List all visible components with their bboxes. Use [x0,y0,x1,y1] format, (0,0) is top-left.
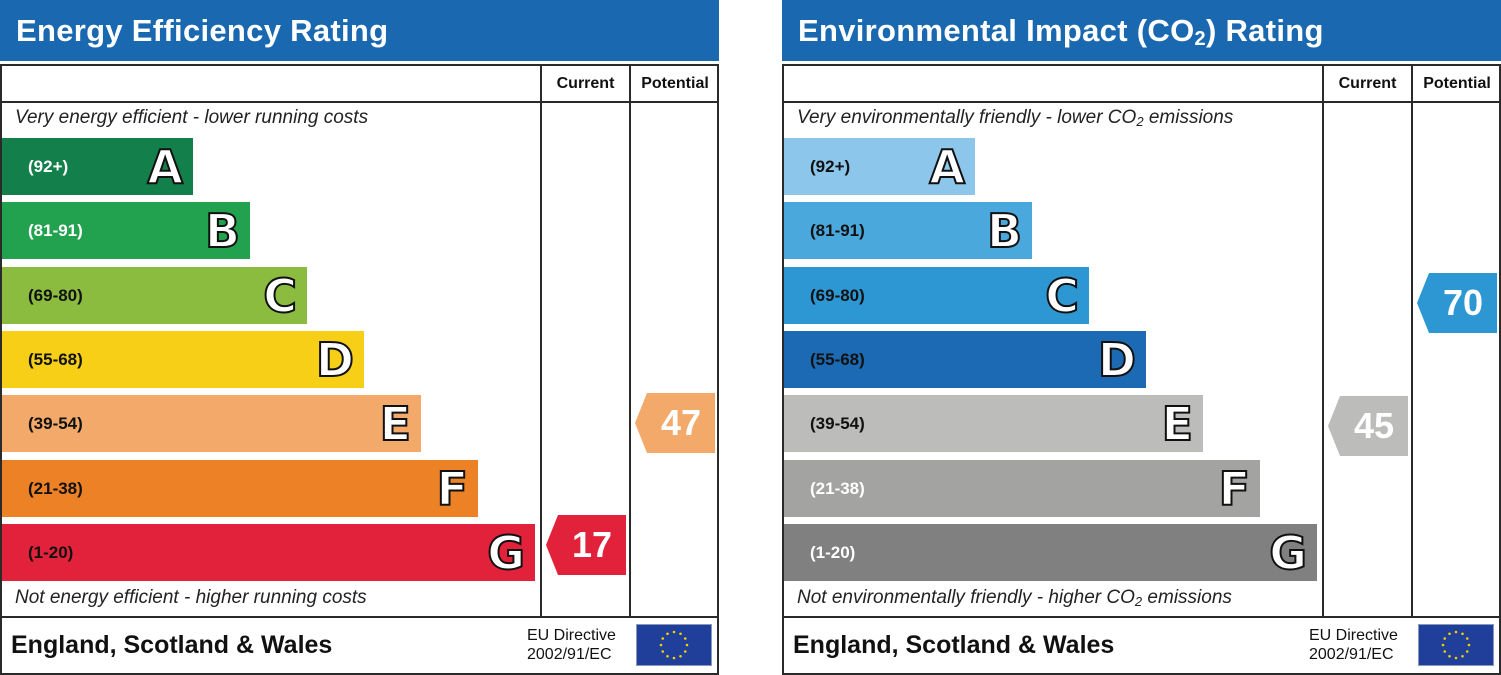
band-c: (69-80) C [2,266,307,324]
top-note: Very environmentally friendly - lower CO… [797,107,1234,129]
band-f: (21-38) F [2,459,478,517]
eu-directive: EU Directive 2002/91/EC [1309,627,1398,663]
band-letter: E [1161,397,1194,452]
band-range-label: (55-68) [810,349,865,369]
band-f: (21-38) F [784,459,1260,517]
band-d: (55-68) D [784,330,1146,388]
band-letter: C [1044,268,1080,323]
band-letter: D [315,332,355,387]
band-b: (81-91) B [2,202,250,260]
current-rating-value: 45 [1353,404,1395,446]
band-range-label: (92+) [810,157,851,176]
country-label: England, Scotland & Wales [793,631,1115,659]
potential-rating-indicator: 70 [1417,273,1497,334]
current-rating-value: 17 [571,524,613,566]
potential-column-header: Potential [641,75,709,92]
band-range-label: (55-68) [28,349,83,369]
potential-column-header: Potential [1423,75,1491,92]
band-e: (39-54) E [784,395,1203,453]
band-range-label: (21-38) [810,478,865,498]
potential-indicator-arrow [1417,273,1497,334]
panel-title: Energy Efficiency Rating [0,0,719,61]
country-label: England, Scotland & Wales [11,631,333,659]
band-range-label: (1-20) [810,542,856,562]
band-range-label: (39-54) [28,414,83,434]
eu-flag-icon [636,624,712,666]
band-letter: D [1097,332,1137,387]
current-rating-indicator: 45 [1328,395,1408,456]
bottom-note: Not environmentally friendly - higher CO… [797,587,1232,609]
band-g: (1-20) G [2,523,535,581]
potential-indicator-arrow [635,393,715,454]
band-range-label: (81-91) [810,221,865,241]
current-column-header: Current [556,75,615,92]
band-b: (81-91) B [784,202,1032,260]
band-letter: G [486,525,526,580]
band-letter: F [436,461,469,516]
band-range-label: (81-91) [28,221,83,241]
current-column-header: Current [1338,75,1397,92]
energy-efficiency-panel: Energy Efficiency Rating Current Potenti… [0,0,719,675]
potential-rating-indicator: 47 [635,393,715,454]
band-range-label: (21-38) [28,478,83,498]
band-e: (39-54) E [2,395,421,453]
band-range-label: (69-80) [28,285,83,305]
band-a: (92+) A [784,138,975,195]
potential-rating-value: 47 [660,402,702,444]
band-range-label: (69-80) [810,285,865,305]
band-g: (1-20) G [784,523,1317,581]
band-letter: A [146,140,184,194]
top-note: Very energy efficient - lower running co… [15,107,369,128]
band-range-label: (39-54) [810,414,865,434]
band-letter: E [379,397,412,452]
band-d: (55-68) D [2,330,364,388]
bottom-note: Not energy efficient - higher running co… [15,587,367,608]
band-range-label: (1-20) [28,542,74,562]
band-letter: G [1268,525,1308,580]
potential-rating-value: 70 [1442,282,1484,324]
band-letter: F [1218,461,1251,516]
band-letter: C [262,268,298,323]
band-letter: B [204,204,241,259]
current-indicator-arrow [546,515,626,576]
eu-flag-icon [1418,624,1494,666]
band-letter: A [928,140,966,194]
band-a: (92+) A [2,138,193,195]
environmental-impact-panel: Environmental Impact (CO2) Rating Curren… [782,0,1501,675]
current-rating-indicator: 17 [546,515,626,576]
band-c: (69-80) C [784,266,1089,324]
eu-directive: EU Directive 2002/91/EC [527,627,616,663]
panel-title: Environmental Impact (CO2) Rating [782,0,1501,61]
current-indicator-arrow [1328,395,1408,456]
band-range-label: (92+) [28,157,69,176]
band-letter: B [986,204,1023,259]
